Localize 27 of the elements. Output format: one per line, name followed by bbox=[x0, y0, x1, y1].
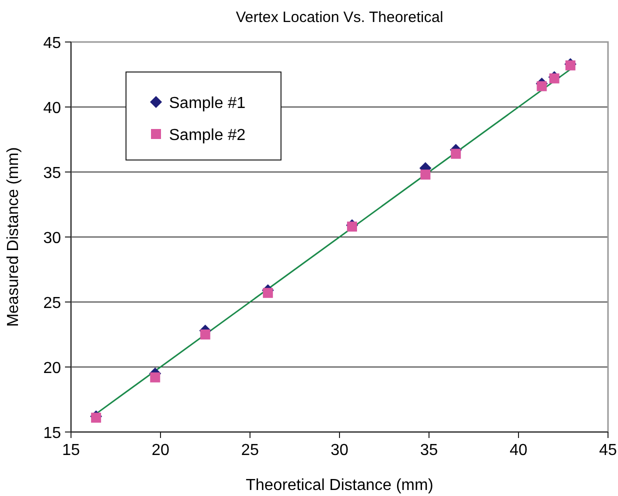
x-axis-title: Theoretical Distance (mm) bbox=[246, 477, 434, 494]
point bbox=[200, 330, 210, 340]
point bbox=[420, 170, 430, 180]
x-tick-label: 35 bbox=[420, 442, 438, 459]
x-tick-label: 30 bbox=[330, 442, 348, 459]
x-tick-label: 45 bbox=[599, 442, 617, 459]
x-tick-label: 15 bbox=[62, 442, 80, 459]
y-tick-label: 35 bbox=[43, 165, 62, 182]
y-tick-label: 25 bbox=[43, 295, 62, 312]
y-axis-title: Measured Distance (mm) bbox=[5, 147, 22, 327]
y-tick-label: 45 bbox=[43, 35, 62, 52]
point bbox=[91, 412, 102, 423]
y-tick-label: 15 bbox=[43, 425, 62, 442]
point bbox=[150, 372, 160, 382]
y-tick-label: 30 bbox=[43, 230, 62, 247]
y-tick-label: 40 bbox=[43, 100, 62, 117]
point bbox=[262, 288, 273, 298]
point bbox=[450, 148, 461, 159]
y-tick-label: 20 bbox=[43, 360, 62, 377]
legend-label: Sample #1 bbox=[169, 95, 246, 112]
x-tick-label: 40 bbox=[510, 442, 528, 459]
x-tick-label: 20 bbox=[152, 442, 170, 459]
chart-title: Vertex Location Vs. Theoretical bbox=[236, 9, 444, 26]
x-tick-label: 25 bbox=[241, 442, 259, 459]
legend-label: Sample #2 bbox=[169, 127, 246, 144]
point bbox=[536, 81, 547, 92]
point bbox=[347, 222, 358, 232]
